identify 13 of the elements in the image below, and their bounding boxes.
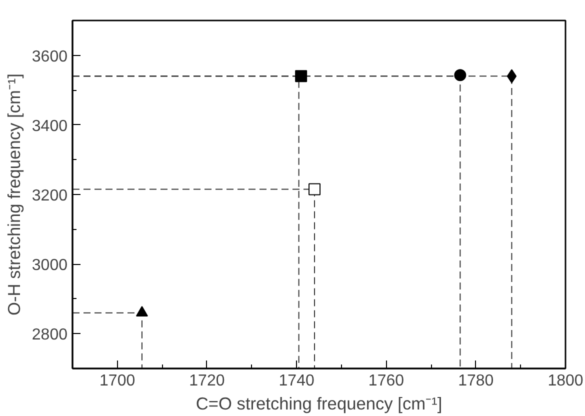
x-tick-label: 1740 xyxy=(278,372,314,390)
x-tick-label: 1780 xyxy=(458,372,494,390)
y-tick-label: 3200 xyxy=(32,188,68,204)
y-tick-label: 3000 xyxy=(32,257,68,274)
x-tick-label: 1720 xyxy=(189,372,225,390)
y-axis-title: O-H stretching frequency [cm⁻¹] xyxy=(4,74,24,316)
y-tick-label: 2800 xyxy=(32,326,68,344)
x-tick-label: 1700 xyxy=(100,372,136,390)
x-tick-label: 1760 xyxy=(368,372,404,390)
x-axis-title: C=O stretching frequency [cm⁻¹] xyxy=(196,394,442,414)
x-tick-label: 1800 xyxy=(548,372,584,390)
y-tick-label: 3600 xyxy=(32,48,68,66)
y-tick-label: 3400 xyxy=(32,118,68,135)
